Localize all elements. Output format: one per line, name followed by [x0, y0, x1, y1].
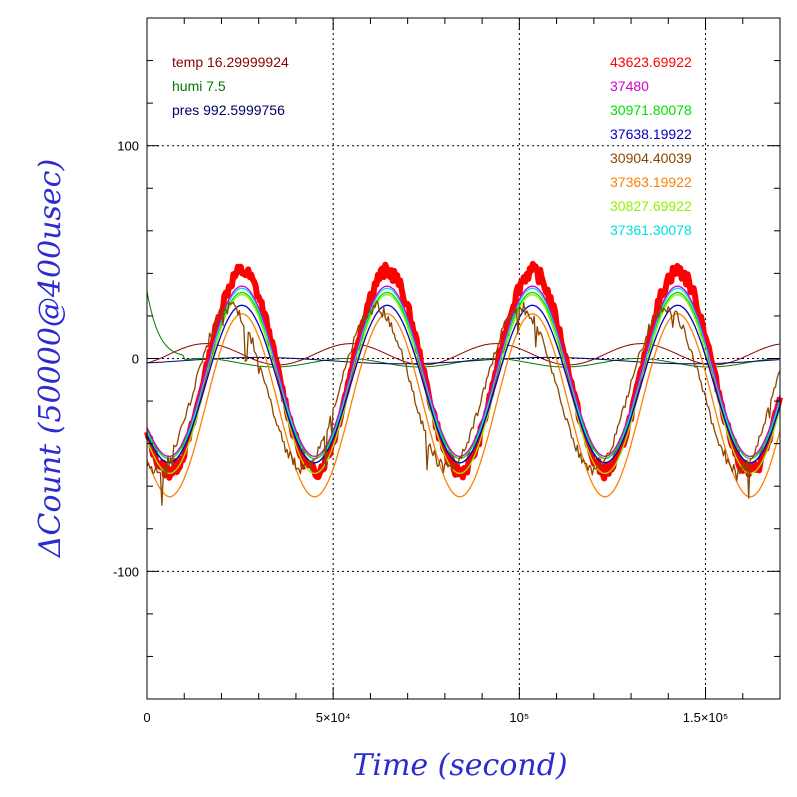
legend-series-entry: 30904.40039	[610, 150, 692, 166]
legend-env-entry: humi 7.5	[172, 78, 226, 94]
series-line-30827-69922	[146, 294, 781, 475]
x-tick-label: 10⁵	[509, 710, 529, 725]
legend-series-entry: 30971.80078	[610, 102, 692, 118]
legend-env-entry: temp 16.29999924	[172, 54, 289, 70]
y-tick-label: 100	[117, 139, 139, 154]
series-line-37638-19922	[146, 304, 781, 464]
y-tick-label: 0	[132, 352, 139, 367]
legend-environment: temp 16.29999924 humi 7.5 pres 992.5999756	[172, 54, 289, 118]
x-tick-label: 5×10⁴	[316, 710, 351, 725]
env-line-temp	[146, 343, 780, 366]
y-axis-title: ΔCount (50000@400usec)	[33, 159, 68, 558]
x-tick-label: 0	[143, 710, 150, 725]
legend-series-entry: 37361.30078	[610, 222, 692, 238]
x-axis-title: Time (second)	[352, 748, 567, 783]
legend-env-entry: pres 992.5999756	[172, 102, 285, 118]
y-tick-label: -100	[113, 564, 139, 579]
axis-ticks	[146, 17, 781, 700]
legend-series-entry: 30827.69922	[610, 198, 692, 214]
x-tick-label: 1.5×10⁵	[683, 710, 729, 725]
series-line-30971-80078	[146, 291, 781, 460]
legend-series-entry: 37638.19922	[610, 126, 692, 142]
grid-lines	[147, 18, 780, 699]
legend-series-entry: 37480	[610, 78, 649, 94]
series-line-30904-40039	[146, 300, 781, 507]
series-line-37480	[146, 285, 781, 458]
legend-series: 43623.69922 37480 30971.80078 37638.19922 30…	[610, 54, 692, 238]
series-layer	[144, 260, 783, 507]
legend-series-entry: 43623.69922	[610, 54, 692, 70]
legend-series-entry: 37363.19922	[610, 174, 692, 190]
env-line-pres	[146, 356, 780, 365]
tick-labels: 0 5×10⁴ 10⁵ 1.5×10⁵ 100 0 -100	[113, 139, 728, 725]
series-line-37361-30078	[146, 287, 781, 464]
